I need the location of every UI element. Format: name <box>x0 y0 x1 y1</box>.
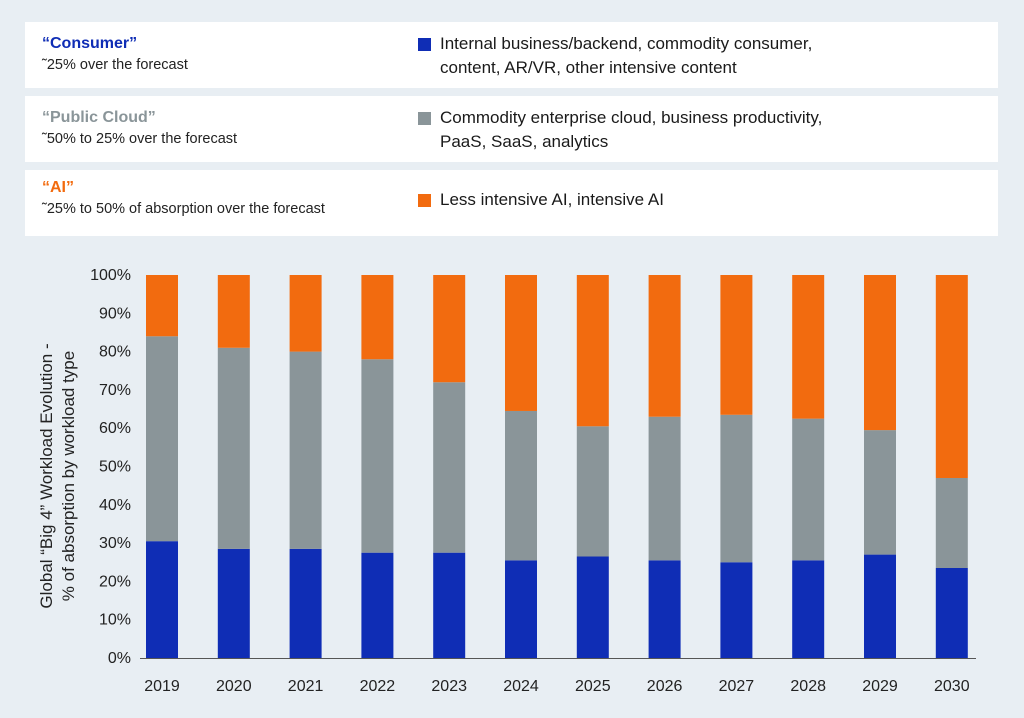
y-axis-title-line1: Global “Big 4” Workload Evolution - <box>37 343 56 608</box>
bar-segment-consumer <box>433 552 466 658</box>
public-cloud-items-line1: Commodity enterprise cloud, business pro… <box>440 108 823 127</box>
bar-segment-consumer <box>361 552 394 658</box>
y-tick-label: 0% <box>108 650 131 667</box>
bar-segment-ai <box>720 275 753 415</box>
consumer-items-line2: content, AR/VR, other intensive content <box>440 58 737 77</box>
bar-segment-consumer <box>217 548 250 658</box>
ai-title: “AI” <box>42 179 74 196</box>
bar-segment-ai <box>146 275 178 337</box>
bar-segment-ai <box>576 275 609 427</box>
public-cloud-title: “Public Cloud” <box>42 109 156 126</box>
ai-items-line1: Less intensive AI, intensive AI <box>440 190 664 209</box>
x-tick-label: 2023 <box>431 678 467 695</box>
bars <box>146 275 968 658</box>
x-tick-label: 2025 <box>575 678 611 695</box>
bar-segment-ai <box>289 275 322 352</box>
stacked-bar-chart: Global “Big 4” Workload Evolution - % of… <box>37 267 976 695</box>
bar-segment-public-cloud <box>361 359 394 553</box>
y-tick-label: 10% <box>99 612 131 629</box>
legend-consumer: “Consumer” ˜25% over the forecast Intern… <box>25 22 998 88</box>
bar-segment-public-cloud <box>505 410 537 561</box>
y-tick-label: 70% <box>99 382 131 399</box>
bar-segment-consumer <box>146 541 178 658</box>
public-cloud-desc: ˜50% to 25% over the forecast <box>42 131 238 147</box>
ai-desc: ˜25% to 50% of absorption over the forec… <box>42 201 325 217</box>
x-tick-label: 2030 <box>934 678 970 695</box>
x-tick-label: 2019 <box>144 678 180 695</box>
y-axis-ticks: 0% 10% 20% 30% 40% 50% 60% 70% 80% 90% 100% <box>90 267 131 667</box>
consumer-swatch <box>418 38 431 51</box>
bar-segment-consumer <box>648 560 681 658</box>
bar-segment-consumer <box>935 567 968 658</box>
x-tick-label: 2024 <box>503 678 539 695</box>
x-tick-label: 2020 <box>216 678 252 695</box>
bar-segment-ai <box>361 275 394 360</box>
x-tick-label: 2022 <box>360 678 396 695</box>
ai-items: Less intensive AI, intensive AI <box>440 188 960 212</box>
x-tick-label: 2027 <box>719 678 755 695</box>
consumer-items-line1: Internal business/backend, commodity con… <box>440 34 813 53</box>
y-axis-title: Global “Big 4” Workload Evolution - % of… <box>37 343 78 608</box>
bar-segment-ai <box>864 275 896 431</box>
y-tick-label: 60% <box>99 420 131 437</box>
x-tick-label: 2021 <box>288 678 324 695</box>
bar-segment-public-cloud <box>792 418 825 561</box>
bar-segment-ai <box>505 275 537 411</box>
bar-segment-public-cloud <box>289 351 322 549</box>
public-cloud-swatch <box>418 112 431 125</box>
ai-swatch <box>418 194 431 207</box>
public-cloud-items-line2: PaaS, SaaS, analytics <box>440 132 609 151</box>
y-tick-label: 100% <box>90 267 131 284</box>
legend-ai: “AI” ˜25% to 50% of absorption over the … <box>25 170 998 236</box>
bar-segment-ai <box>217 275 250 348</box>
x-tick-label: 2029 <box>862 678 898 695</box>
y-axis-title-line2: % of absorption by workload type <box>59 351 78 601</box>
public-cloud-items: Commodity enterprise cloud, business pro… <box>440 106 960 154</box>
x-tick-label: 2026 <box>647 678 683 695</box>
y-tick-label: 50% <box>99 459 131 476</box>
bar-segment-consumer <box>792 560 825 658</box>
x-axis-ticks: 2019 2020 2021 2022 2023 2024 2025 2026 2027 2028… <box>144 678 969 695</box>
bar-segment-public-cloud <box>648 416 681 561</box>
bar-segment-public-cloud <box>433 382 466 553</box>
legend-public-cloud: “Public Cloud” ˜50% to 25% over the fore… <box>25 96 998 162</box>
bar-segment-public-cloud <box>864 430 896 555</box>
y-tick-label: 30% <box>99 535 131 552</box>
y-tick-label: 40% <box>99 497 131 514</box>
bar-segment-public-cloud <box>146 336 178 542</box>
bar-segment-ai <box>648 275 681 417</box>
y-tick-label: 20% <box>99 573 131 590</box>
y-tick-label: 80% <box>99 344 131 361</box>
bar-segment-public-cloud <box>935 477 968 568</box>
consumer-title: “Consumer” <box>42 35 138 52</box>
y-tick-label: 90% <box>99 305 131 322</box>
bar-segment-ai <box>433 275 466 383</box>
bar-segment-consumer <box>576 556 609 658</box>
bar-segment-consumer <box>864 554 896 658</box>
x-tick-label: 2028 <box>790 678 826 695</box>
consumer-desc: ˜25% over the forecast <box>42 57 188 73</box>
bar-segment-public-cloud <box>217 347 250 549</box>
bar-segment-ai <box>935 275 968 478</box>
bar-segment-public-cloud <box>720 414 753 563</box>
bar-segment-consumer <box>505 560 537 658</box>
bar-segment-ai <box>792 275 825 419</box>
bar-segment-public-cloud <box>576 426 609 557</box>
bar-segment-consumer <box>720 562 753 658</box>
bar-segment-consumer <box>289 548 322 658</box>
consumer-items: Internal business/backend, commodity con… <box>440 32 960 80</box>
